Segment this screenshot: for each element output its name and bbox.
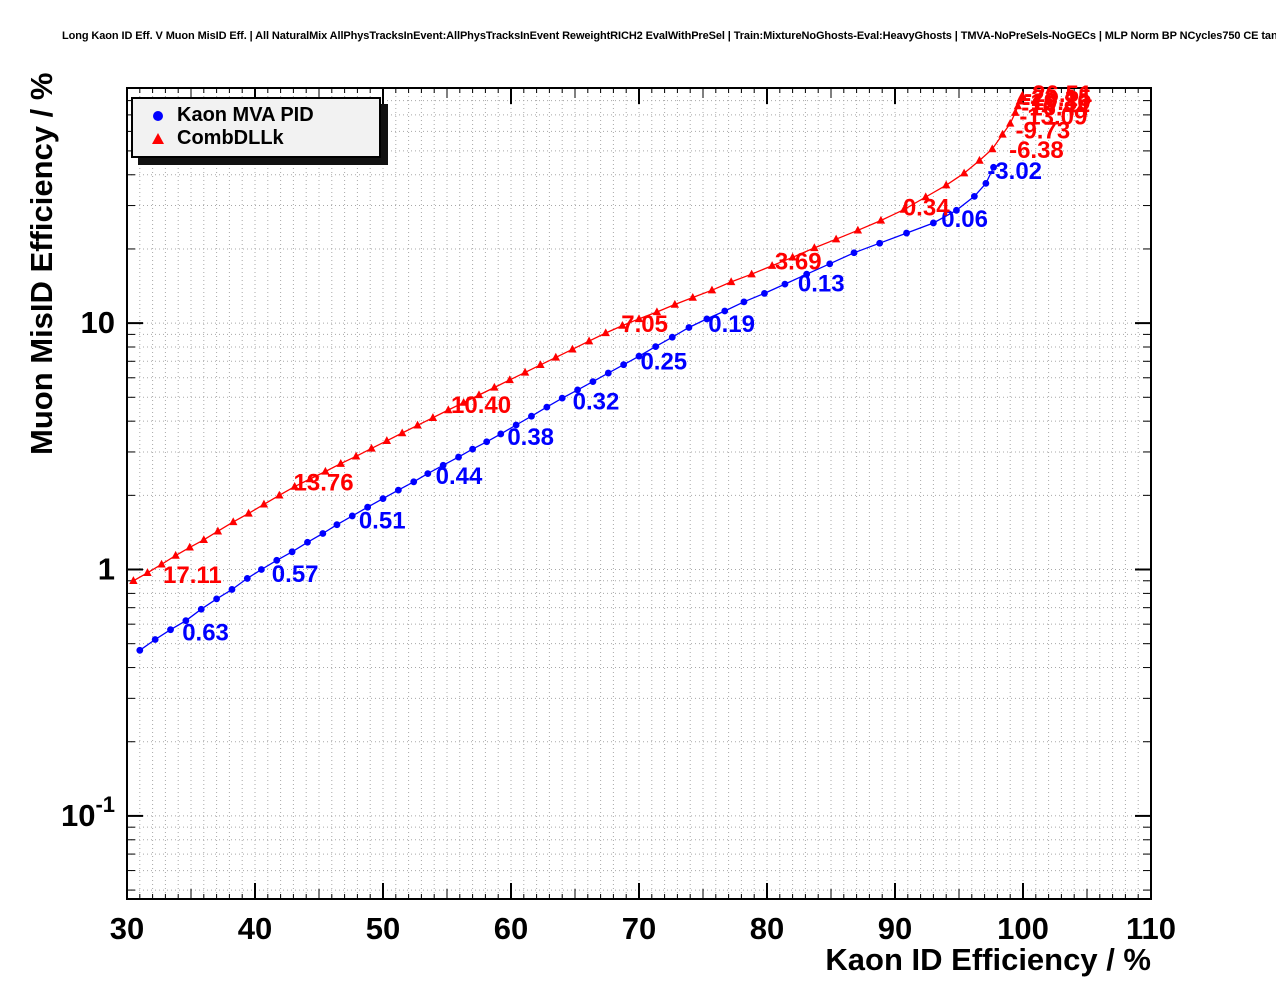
legend-entry-combdllk: CombDLLk	[133, 127, 379, 150]
svg-text:40: 40	[238, 911, 272, 946]
svg-text:-16.44: -16.44	[1021, 95, 1090, 122]
plot-title: Long Kaon ID Eff. V Muon MisID Eff. | Al…	[62, 30, 1276, 42]
svg-text:-3.02: -3.02	[987, 158, 1042, 185]
svg-text:-23.15: -23.15	[1023, 85, 1091, 112]
x-axis-label: Kaon ID Efficiency / %	[825, 942, 1151, 977]
svg-text:13.76: 13.76	[294, 470, 354, 497]
svg-text:0.51: 0.51	[359, 508, 406, 535]
x-tick-labels: 30 40 50 60 70 80 90 100 110	[110, 911, 1176, 946]
svg-text:10: 10	[81, 305, 115, 340]
svg-text:0.57: 0.57	[272, 561, 319, 588]
series-cut-labels-kaon-mva-pid: 0.63 0.57 0.51 0.44 0.38 0.32 0.25 0.19 0.13 0.06…	[182, 158, 1042, 647]
svg-text:-9.73: -9.73	[1015, 117, 1070, 144]
y-tick-labels: 10 1 10-1	[61, 305, 115, 833]
svg-text:0.25: 0.25	[640, 348, 687, 375]
svg-text:3.69: 3.69	[775, 248, 822, 275]
svg-text:0.19: 0.19	[708, 311, 755, 338]
svg-text:10-1: 10-1	[61, 792, 115, 833]
svg-text:7.05: 7.05	[621, 311, 668, 338]
svg-text:0.13: 0.13	[798, 270, 845, 297]
circle-marker-icon	[153, 110, 163, 121]
svg-text:-6.38: -6.38	[1009, 137, 1064, 164]
series-combdllk	[129, 90, 1027, 584]
svg-text:110: 110	[1126, 911, 1176, 946]
svg-text:17.11: 17.11	[163, 562, 222, 589]
svg-text:-26.51: -26.51	[1024, 81, 1092, 108]
svg-text:80: 80	[750, 911, 784, 946]
svg-text:0.32: 0.32	[573, 389, 620, 416]
svg-text:0.06: 0.06	[941, 206, 988, 233]
series-kaon-mva-pid	[136, 163, 997, 654]
y-axis-label: Muon MisID Efficiency / %	[24, 72, 59, 455]
svg-text:10.40: 10.40	[451, 392, 511, 419]
svg-text:70: 70	[622, 911, 656, 946]
legend-label: CombDLLk	[177, 127, 284, 149]
triangle-marker-icon	[152, 133, 164, 144]
legend-entry-kaon-mva-pid: Kaon MVA PID	[133, 104, 379, 127]
svg-text:60: 60	[494, 911, 528, 946]
svg-text:0.44: 0.44	[436, 463, 483, 490]
legend-marker-cell	[145, 110, 171, 121]
legend: Kaon MVA PID CombDLLk	[131, 97, 381, 158]
svg-text:-19.80: -19.80	[1023, 89, 1091, 116]
svg-text:50: 50	[366, 911, 400, 946]
series-cut-labels-combdllk: 17.11 13.76 10.40 7.05 3.69 0.34 -6.38-9.73-13…	[163, 81, 1092, 589]
svg-text:90: 90	[878, 911, 912, 946]
svg-text:100: 100	[997, 911, 1049, 946]
svg-text:-13.09: -13.09	[1019, 103, 1087, 130]
axis-ticks	[126, 87, 1152, 899]
legend-marker-cell	[145, 133, 171, 144]
svg-text:30: 30	[110, 911, 144, 946]
svg-text:0.38: 0.38	[507, 424, 554, 451]
grid	[127, 88, 1151, 899]
legend-label: Kaon MVA PID	[177, 104, 314, 126]
svg-text:0.34: 0.34	[903, 194, 950, 221]
svg-text:1: 1	[98, 552, 115, 587]
svg-text:0.63: 0.63	[182, 620, 229, 647]
